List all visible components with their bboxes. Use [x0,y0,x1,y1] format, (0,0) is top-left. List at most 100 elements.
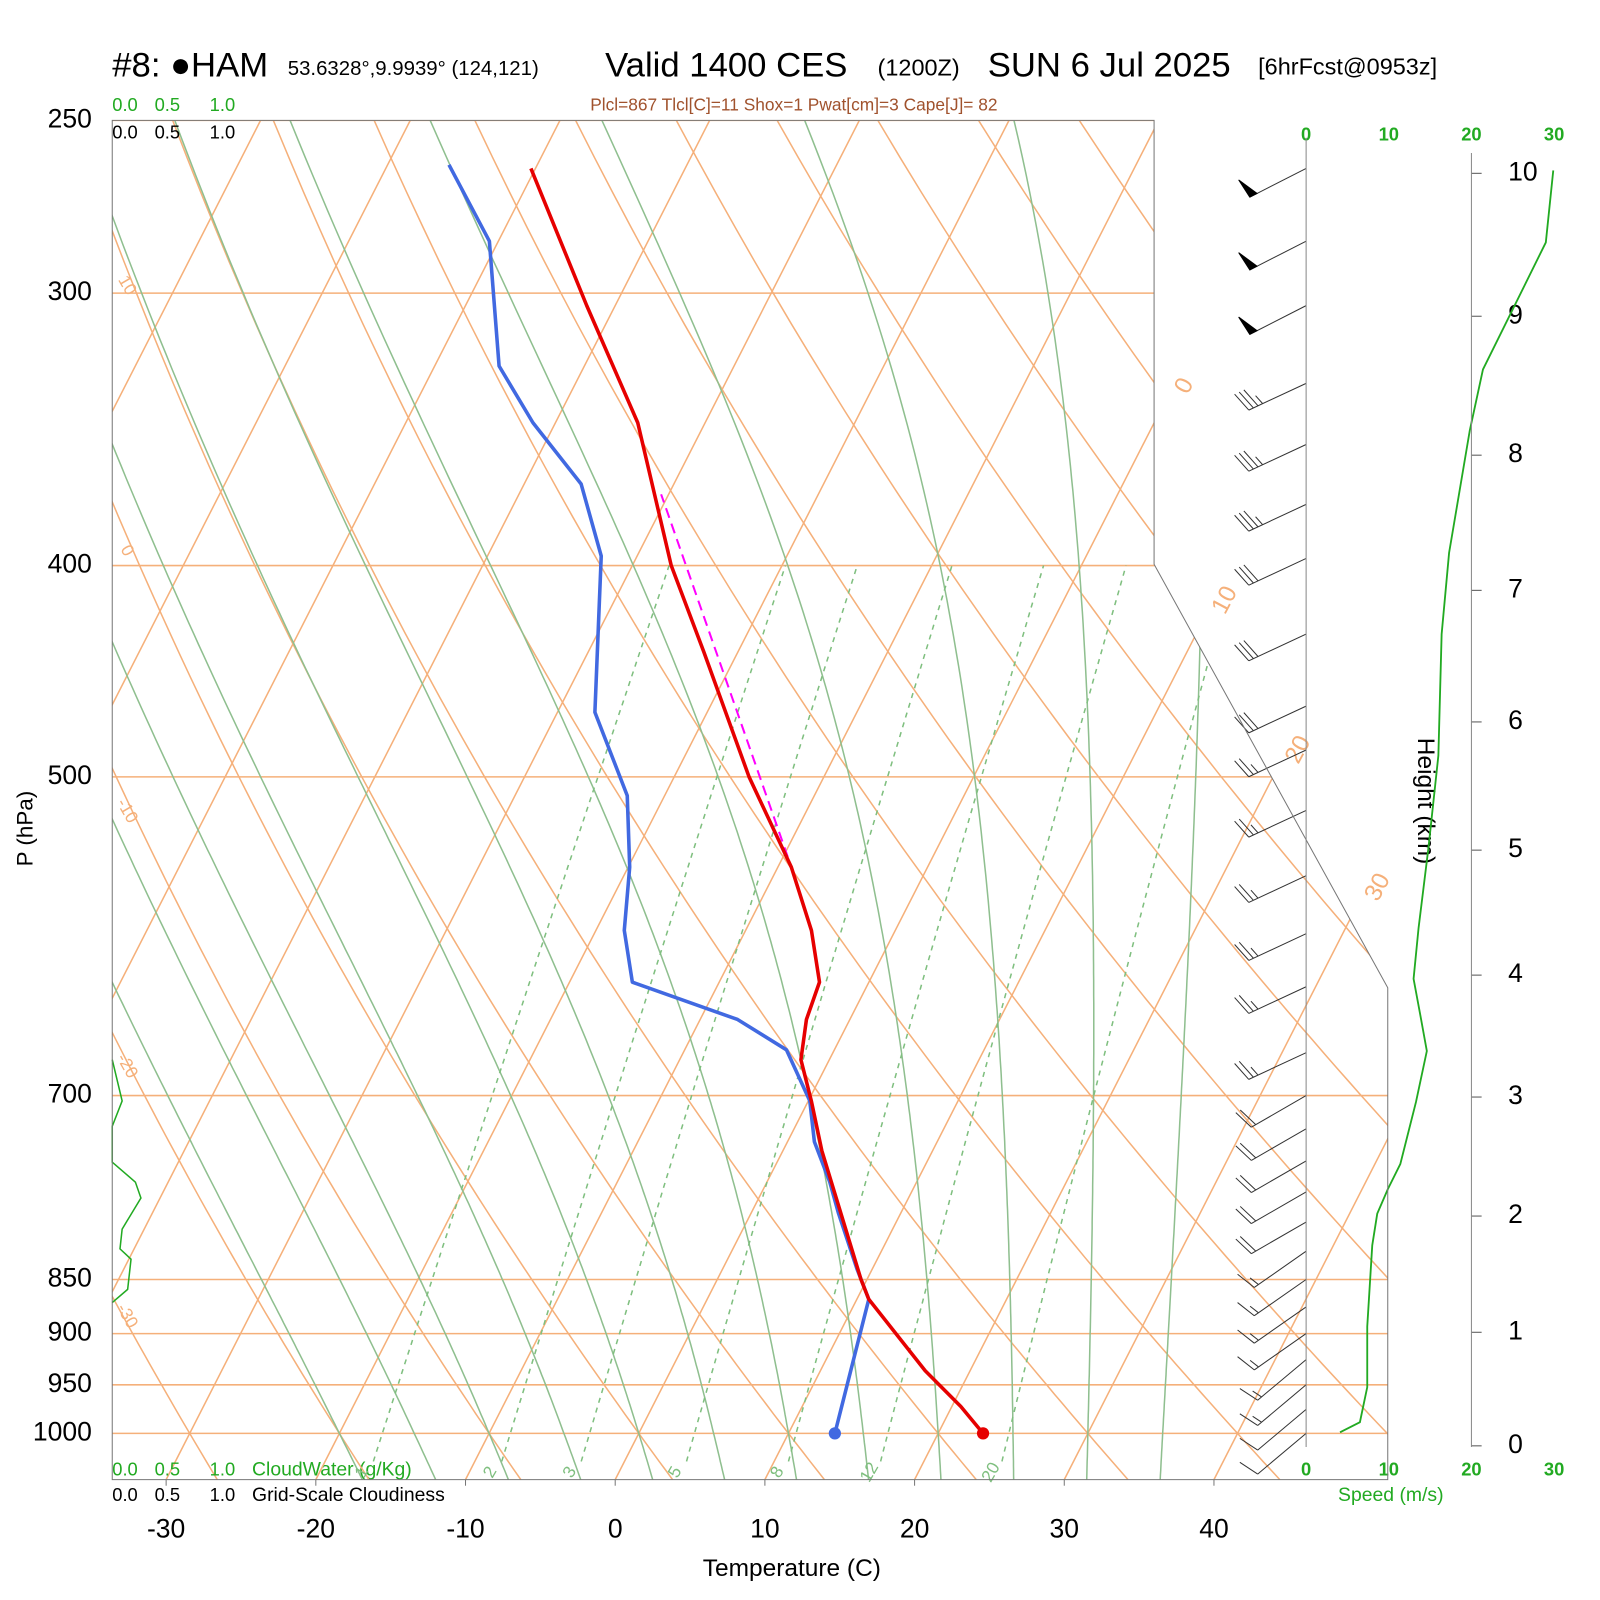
isotherm [112,120,711,1480]
isotherm [464,120,1160,1480]
mixing-ratio-line [501,565,787,1462]
mixing-ratio-line [372,565,670,1462]
moist-adiabat [803,120,1015,1480]
isotherm [112,120,262,1480]
height-axis-label: Height (km) [1412,738,1439,864]
mixing-ratio-line [685,565,953,1462]
wind-barb-shaft [1235,1095,1307,1128]
height-tick-label: 0 [1508,1429,1523,1459]
speed-line [1339,170,1555,1434]
height-tick-label: 1 [1508,1315,1523,1345]
cloud-water-label: CloudWater (g/Kg) [252,1459,412,1481]
title-date: SUN 6 Jul 2025 [988,47,1231,85]
x-axis-label: Temperature (C) [703,1555,881,1582]
wind-barb [1235,1160,1307,1193]
wind-barb [1238,168,1307,198]
cloud-water-tick-label: 1.0 [210,94,236,115]
speed-tick-label: 30 [1544,124,1564,145]
speed-tick-label: 10 [1379,124,1399,145]
cloudiness-tick-label: 0.5 [155,1484,181,1505]
height-tick-label: 6 [1508,705,1523,735]
y-tick-label: 400 [48,549,92,579]
wind-barb-shaft [1239,1432,1307,1475]
x-tick-label: 40 [1199,1514,1229,1544]
wind-barb [1234,633,1307,662]
speed-tick-label: 10 [1379,1458,1399,1479]
plot-frame [111,119,1389,1481]
isotherm [1063,120,1388,1480]
title-location: 53.6328°,9.9939° (124,121) [288,58,539,80]
moist-adiabat [112,120,654,1480]
wind-barb [1234,705,1307,734]
cloudiness-tick-label: 1.0 [210,122,236,143]
cloud-water-tick-label: 0.0 [112,94,138,115]
height-tick-label: 5 [1508,833,1523,863]
moist-adiabat [429,120,870,1480]
wind-barb-shaft [1239,1359,1307,1401]
mixing-ratio-line [580,565,858,1462]
title-valid: Valid 1400 CES [605,47,847,85]
isotherm [1213,120,1388,1480]
wind-barb [1235,1095,1307,1128]
cloud-water-tick-label: 0.0 [112,1458,138,1479]
wind-barb [1237,1333,1307,1371]
x-tick-label: -20 [297,1514,335,1544]
height-tick-label: 8 [1508,438,1523,468]
wind-barb [1237,1250,1307,1288]
wind-barb-shaft [1234,875,1307,903]
height-tick-label: 7 [1508,573,1523,603]
height-tick-label: 4 [1508,958,1523,988]
wind-barb-shaft [1234,1052,1307,1080]
wind-barb [1239,1384,1307,1426]
wind-barb [1234,558,1307,586]
wind-barb [1234,875,1307,903]
wind-barb [1239,1359,1307,1401]
x-tick-label: 0 [608,1514,623,1544]
dry-adiabat [574,120,1388,1480]
height-tick-label: 2 [1508,1199,1523,1229]
wind-barb-shaft [1234,558,1307,586]
isotherm [165,120,860,1480]
y-tick-label: 950 [48,1368,92,1398]
speed-tick-label: 0 [1301,124,1311,145]
wind-barb-shaft [1239,1384,1307,1426]
wind-barb-shaft [1234,633,1307,662]
moist-adiabat [289,120,798,1480]
moist-adiabat [1013,120,1095,1480]
wind-barb-shaft [1237,1250,1307,1288]
mixing-ratio-line [879,565,1127,1462]
wind-barb-shaft [1237,1306,1307,1344]
wind-barb-shaft [1235,1221,1307,1255]
mixing-ratio-line [787,565,1045,1462]
dry-adiabat [776,120,1388,1480]
wind-barb-shaft [1249,305,1307,335]
wind-barb [1238,240,1307,271]
dry-adiabat [112,120,825,1480]
wind-barb-shaft [1234,809,1307,838]
wind-barb [1235,1191,1307,1225]
cloudiness-tick-label: 0.0 [112,1484,138,1505]
wind-barb-pennant [1238,316,1258,336]
wind-barb-shaft [1235,1191,1307,1225]
height-tick-label: 9 [1508,299,1523,329]
x-tick-label: 20 [900,1514,929,1544]
dry-adiabat [112,120,522,1480]
y-tick-label: 700 [48,1079,92,1109]
speed-tick-label: 20 [1461,124,1481,145]
dewpoint-surface-dot [828,1427,841,1440]
wind-barb [1234,444,1307,472]
temperature-line [529,167,985,1435]
moist-adiabat [112,120,437,1480]
dewpoint-line [447,163,871,1434]
wind-barb-shaft [1234,382,1307,411]
dry-adiabat [112,120,218,1480]
title-station: #8: ●HAM [112,47,268,85]
dry-adiabat [171,120,977,1480]
speed-tick-label: 0 [1301,1458,1311,1479]
dry-adiabat [112,120,370,1480]
mixing-ratio-line [1001,565,1236,1462]
wind-barb [1237,1279,1307,1317]
cloudiness-tick-label: 0.5 [155,122,181,143]
